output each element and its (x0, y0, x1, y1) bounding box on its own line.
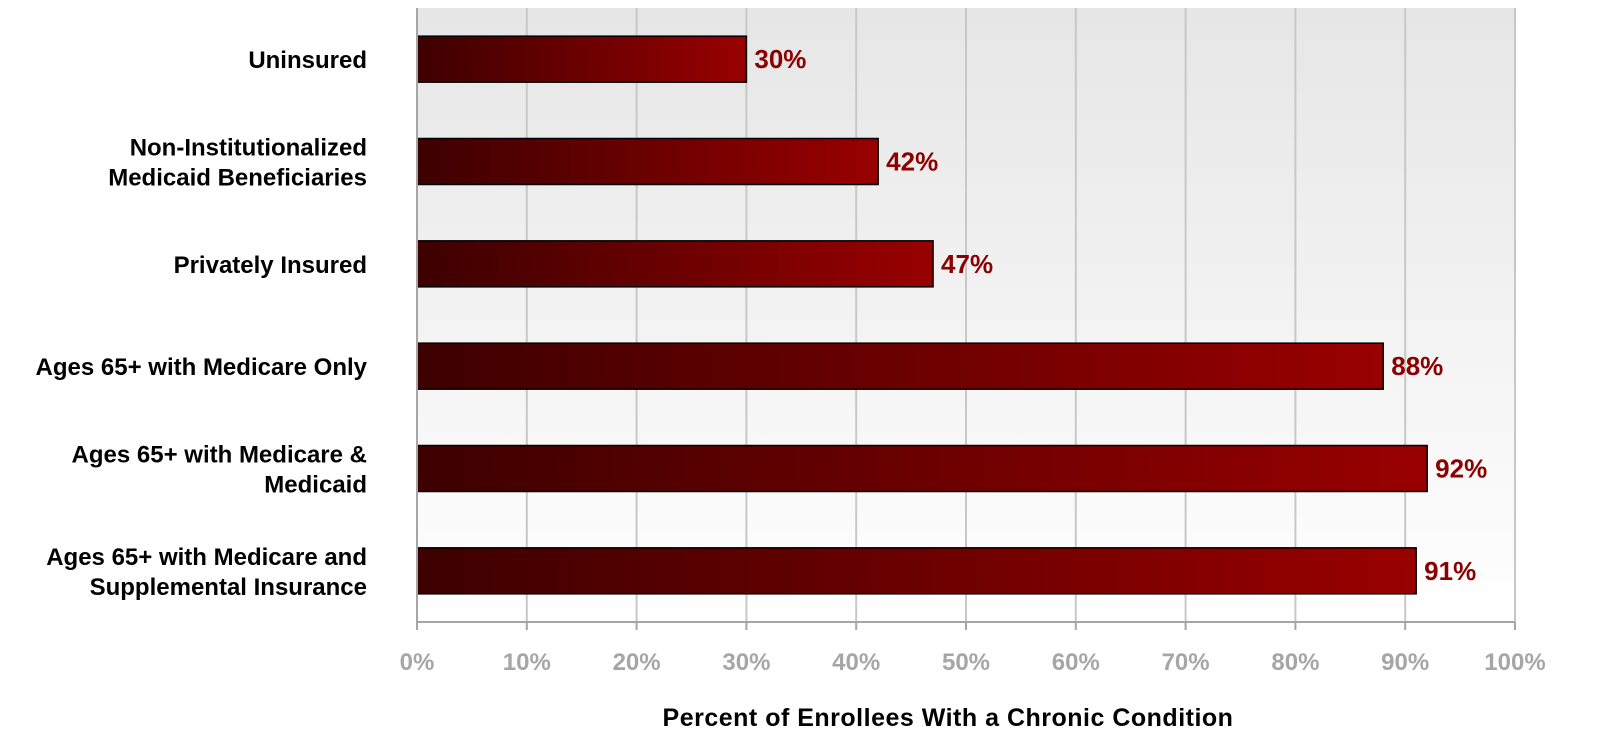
x-tick-label: 0% (400, 649, 435, 676)
x-axis: 0% 10% 20% 30% 40% 50% 60% 70% 80% 90% 100% (400, 8, 1546, 676)
bars: 30% 42% 47% 88% 92% 91% (416, 35, 1487, 595)
x-tick-label: 40% (832, 649, 880, 676)
category-labels: Uninsured Non-Institutionalized Medicaid B… (36, 47, 368, 601)
category-label: Ages 65+ with Medicare and Supplemental I… (46, 544, 367, 601)
bar (416, 547, 1417, 595)
data-label: 47% (941, 249, 993, 279)
bar (416, 444, 1428, 493)
category-label: Non-Institutionalized Medicaid Beneficiar… (108, 135, 367, 192)
data-label: 42% (886, 147, 938, 177)
x-tick-label: 70% (1162, 649, 1210, 676)
data-label: 92% (1435, 454, 1487, 484)
category-label: Uninsured (248, 47, 367, 74)
bar (416, 35, 748, 83)
x-tick-label: 100% (1484, 649, 1545, 676)
bar (416, 342, 1384, 390)
x-tick-label: 90% (1381, 649, 1429, 676)
bar (416, 240, 934, 288)
x-tick-label: 10% (503, 649, 551, 676)
x-tick-label: 50% (942, 649, 990, 676)
x-tick-label: 80% (1271, 649, 1319, 676)
bar (416, 137, 879, 186)
data-label: 30% (754, 44, 806, 74)
x-tick-label: 20% (613, 649, 661, 676)
category-label: Ages 65+ with Medicare Only (36, 354, 368, 381)
x-axis-title: Percent of Enrollees With a Chronic Cond… (663, 704, 1234, 732)
data-label: 88% (1391, 351, 1443, 381)
x-tick-label: 60% (1052, 649, 1100, 676)
category-label: Ages 65+ with Medicare & Medicaid (72, 442, 367, 499)
gridlines (525, 8, 1516, 622)
x-tick-label: 30% (722, 649, 770, 676)
data-label: 91% (1424, 556, 1476, 586)
category-label: Privately Insured (174, 252, 367, 279)
